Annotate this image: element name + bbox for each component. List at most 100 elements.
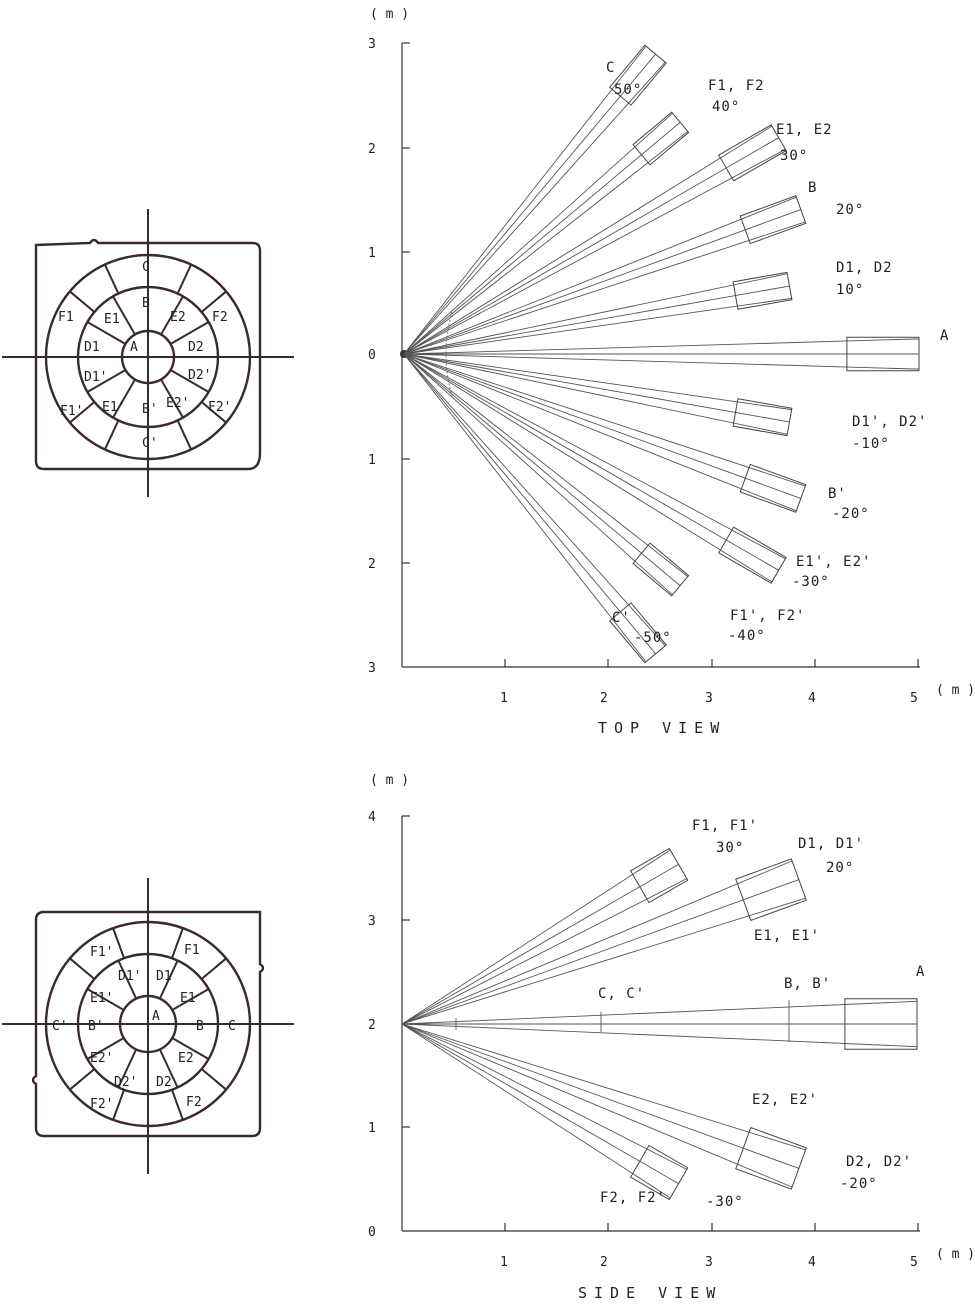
top-angle-f1pf2p: -40° — [728, 628, 766, 644]
beam-line — [403, 196, 797, 355]
beam-line — [403, 131, 689, 355]
side-view-x-tick: 5 — [910, 1255, 918, 1270]
lens-spoke — [160, 379, 184, 419]
side-angle-d2d2p: -20° — [840, 1176, 878, 1192]
beam-line — [401, 1023, 687, 1170]
lens-spoke — [69, 290, 96, 313]
lens-label: C — [142, 260, 150, 275]
lens-label: B — [142, 296, 150, 311]
lens-spoke — [112, 379, 136, 419]
side-view-y-unit: ( m ) — [370, 773, 409, 788]
lens-label: E1' — [102, 400, 125, 415]
side-view-beams — [401, 847, 918, 1201]
top-view-near-arc — [445, 311, 453, 397]
lens-spoke — [86, 1037, 125, 1060]
beam-line — [401, 1023, 918, 1048]
lens-spoke — [117, 960, 138, 1000]
top-view-x-tick: 3 — [705, 691, 713, 706]
beam-line — [403, 125, 773, 355]
lens-label: C' — [52, 1019, 68, 1034]
beam-line — [401, 863, 679, 1025]
beam-zone-box — [718, 124, 787, 182]
beam-line — [403, 53, 656, 355]
top-view-y-tick: 0 — [368, 348, 376, 363]
side-view-x-tick: 3 — [705, 1255, 713, 1270]
lens-spokes — [69, 927, 227, 1121]
top-label-c: C — [606, 60, 615, 76]
side-angle-f2f2p: -30° — [706, 1194, 744, 1210]
top-label-b: B — [808, 180, 817, 196]
top-angle-d1d2: 10° — [836, 282, 864, 298]
top-view-beams — [403, 44, 920, 664]
beam-line — [403, 353, 656, 655]
top-label-f1f2: F1, F2 — [708, 78, 765, 94]
top-angle-f1f2: 40° — [712, 99, 740, 115]
lens-label: F2 — [212, 310, 228, 325]
beam-line — [403, 353, 773, 583]
lens-label: D1' — [84, 370, 107, 385]
beam-line — [403, 45, 647, 355]
beam-zone-box — [629, 1144, 689, 1201]
lens-label: B' — [88, 1019, 104, 1034]
beam-line — [403, 353, 797, 512]
beam-line — [403, 273, 788, 355]
beam-line — [401, 878, 687, 1025]
beam-line — [403, 353, 790, 423]
side-view-title: SIDE VIEW — [578, 1284, 722, 1302]
lens-label: F1' — [90, 945, 113, 960]
beam-zone-box — [739, 195, 807, 245]
beam-zone-box — [608, 44, 667, 106]
top-view-x-unit: ( m ) — [936, 683, 975, 698]
beam-line — [403, 112, 673, 355]
beam-line — [403, 148, 786, 355]
top-view-y-tick: 1 — [368, 246, 376, 261]
top-label-e1pe2p: E1', E2' — [796, 554, 871, 570]
top-angle-bp: -20° — [832, 506, 870, 522]
beam-line — [403, 353, 681, 587]
beam-line — [401, 1000, 918, 1025]
beam-zone-box — [846, 336, 920, 372]
side-view-x-unit: ( m ) — [936, 1247, 975, 1262]
beam-line — [403, 209, 801, 355]
lens-spoke — [170, 321, 210, 345]
side-label-e2e2p: E2, E2' — [752, 1092, 818, 1108]
beam-line — [403, 353, 788, 435]
beam-zone-box — [718, 526, 787, 584]
side-view-x-tick: 2 — [600, 1255, 608, 1270]
beam-zone-box — [608, 602, 667, 664]
side-label-e1e1p: E1, E1' — [754, 928, 820, 944]
lens-spokes — [69, 264, 227, 450]
lens-label: F1 — [184, 943, 200, 958]
side-view-x-tick: 4 — [808, 1255, 816, 1270]
top-view-y-tick: 2 — [368, 142, 376, 157]
lens-spoke — [86, 321, 126, 345]
beam-zone-box — [739, 463, 807, 513]
top-label-d1d2: D1, D2 — [836, 260, 893, 276]
side-label-bb: B, B' — [784, 976, 831, 992]
beam-line — [401, 1023, 679, 1185]
lens-spoke — [158, 1048, 179, 1088]
lens-spoke — [176, 264, 193, 294]
lens-spoke — [69, 401, 96, 424]
lens-label: B' — [142, 402, 158, 417]
lens-spoke — [86, 988, 125, 1011]
side-label-d2d2p: D2, D2' — [846, 1154, 912, 1170]
beam-zone-box — [632, 111, 690, 166]
top-view-x-tick: 5 — [910, 691, 918, 706]
top-view-x-tick: 4 — [808, 691, 816, 706]
beam-line — [401, 879, 799, 1025]
top-label-bp: B' — [828, 486, 847, 502]
lens-spoke — [171, 1037, 210, 1060]
lens-spoke — [171, 927, 184, 959]
lens-spoke — [86, 369, 126, 393]
top-view-y-tick: 1 — [368, 453, 376, 468]
top-angle-b: 20° — [836, 202, 864, 218]
top-angle-d1pd2p: -10° — [852, 436, 890, 452]
top-angle-cp: -50° — [634, 630, 672, 646]
beam-line — [403, 353, 786, 560]
beam-line — [401, 849, 671, 1025]
top-angle-e1pe2p: -30° — [792, 574, 830, 590]
side-angle-d1d1p: 20° — [826, 860, 854, 876]
lens-label: D1 — [84, 340, 100, 355]
lens-label: E1 — [180, 991, 196, 1006]
